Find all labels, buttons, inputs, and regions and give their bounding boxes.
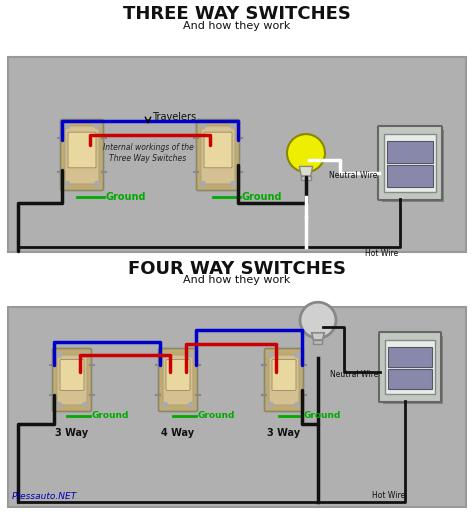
Text: Hot Wire: Hot Wire xyxy=(365,249,398,258)
Circle shape xyxy=(268,352,273,357)
Bar xyxy=(383,336,443,404)
FancyBboxPatch shape xyxy=(269,355,299,405)
Circle shape xyxy=(300,302,336,338)
FancyBboxPatch shape xyxy=(379,332,441,402)
Text: Ground: Ground xyxy=(242,192,283,202)
Text: 4 Way: 4 Way xyxy=(162,428,194,438)
Bar xyxy=(0,260,474,515)
Text: Internal workings of the
Three Way Switches: Internal workings of the Three Way Switc… xyxy=(102,143,193,163)
Circle shape xyxy=(294,352,300,357)
FancyBboxPatch shape xyxy=(264,349,303,411)
Circle shape xyxy=(201,124,206,129)
Text: Pressauto.NET: Pressauto.NET xyxy=(12,492,77,501)
Polygon shape xyxy=(300,166,313,176)
Bar xyxy=(313,340,322,344)
FancyBboxPatch shape xyxy=(57,355,87,405)
Text: FOUR WAY SWITCHES: FOUR WAY SWITCHES xyxy=(128,260,346,278)
Bar xyxy=(388,347,432,367)
FancyBboxPatch shape xyxy=(61,119,103,191)
FancyBboxPatch shape xyxy=(197,119,239,191)
FancyBboxPatch shape xyxy=(65,126,99,184)
Bar xyxy=(382,130,444,202)
Bar xyxy=(385,340,435,394)
Circle shape xyxy=(189,352,193,357)
Circle shape xyxy=(56,352,62,357)
Circle shape xyxy=(94,181,100,186)
FancyBboxPatch shape xyxy=(158,349,198,411)
Text: And how they work: And how they work xyxy=(183,275,291,285)
Bar xyxy=(388,369,432,389)
Bar xyxy=(387,141,433,163)
Circle shape xyxy=(82,403,88,407)
Text: 3 Way: 3 Way xyxy=(267,428,301,438)
Text: Travelers: Travelers xyxy=(152,112,196,122)
FancyBboxPatch shape xyxy=(8,307,466,507)
Text: Ground: Ground xyxy=(304,411,341,421)
Text: Ground: Ground xyxy=(92,411,129,421)
FancyBboxPatch shape xyxy=(60,359,84,390)
Bar xyxy=(301,176,311,180)
Text: Hot Wire: Hot Wire xyxy=(372,491,405,500)
Circle shape xyxy=(163,352,167,357)
Circle shape xyxy=(94,124,100,129)
Text: Ground: Ground xyxy=(198,411,236,421)
FancyBboxPatch shape xyxy=(204,132,232,168)
Bar xyxy=(384,134,436,192)
Circle shape xyxy=(189,403,193,407)
Circle shape xyxy=(82,352,88,357)
Bar xyxy=(387,165,433,187)
Circle shape xyxy=(268,403,273,407)
Circle shape xyxy=(294,403,300,407)
FancyBboxPatch shape xyxy=(163,355,193,405)
FancyBboxPatch shape xyxy=(166,359,190,390)
FancyBboxPatch shape xyxy=(378,126,442,200)
Text: Ground: Ground xyxy=(106,192,146,202)
Circle shape xyxy=(56,403,62,407)
Bar xyxy=(0,0,474,257)
FancyBboxPatch shape xyxy=(53,349,91,411)
FancyBboxPatch shape xyxy=(201,126,235,184)
Circle shape xyxy=(163,403,167,407)
Circle shape xyxy=(64,124,70,129)
FancyBboxPatch shape xyxy=(272,359,296,390)
Circle shape xyxy=(64,181,70,186)
Circle shape xyxy=(230,181,236,186)
Circle shape xyxy=(201,181,206,186)
Text: THREE WAY SWITCHES: THREE WAY SWITCHES xyxy=(123,5,351,23)
Circle shape xyxy=(287,134,325,172)
Text: Neutral Wire: Neutral Wire xyxy=(328,171,377,180)
Text: Neutral Wire: Neutral Wire xyxy=(329,370,378,379)
FancyBboxPatch shape xyxy=(8,57,466,252)
Text: And how they work: And how they work xyxy=(183,21,291,31)
Text: 3 Way: 3 Way xyxy=(55,428,89,438)
FancyBboxPatch shape xyxy=(68,132,96,168)
Circle shape xyxy=(230,124,236,129)
Polygon shape xyxy=(312,333,324,340)
